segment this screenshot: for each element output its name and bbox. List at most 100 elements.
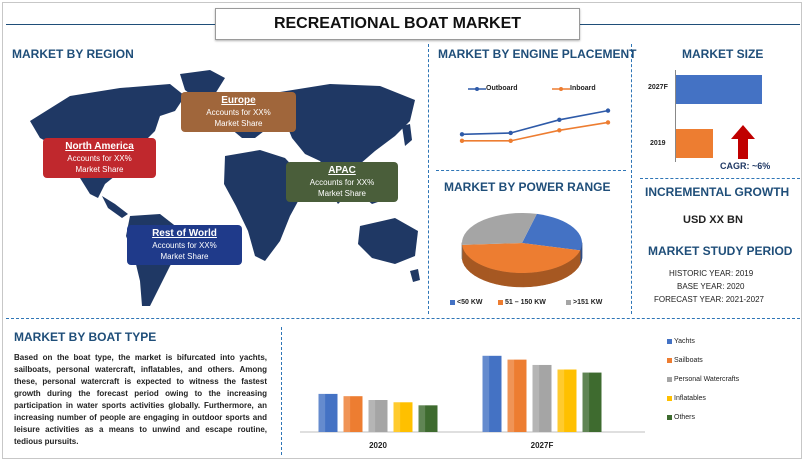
pie-slice-side bbox=[478, 263, 485, 281]
legend-swatch bbox=[667, 396, 672, 401]
legend-label: Personal Watercrafts bbox=[674, 376, 740, 383]
growth-value: USD XX BN bbox=[683, 214, 743, 226]
region-name: Europe bbox=[221, 95, 256, 106]
pie-slice-side bbox=[483, 265, 491, 283]
boat-bar-highlight bbox=[418, 405, 426, 432]
boat-legend-item: Personal Watercrafts bbox=[667, 376, 739, 383]
engine-point bbox=[557, 128, 562, 133]
legend-label: >151 KW bbox=[573, 299, 603, 306]
region-name: Rest of World bbox=[152, 228, 217, 239]
region-share-label: Market Share bbox=[214, 119, 263, 128]
cagr-up-arrow-icon bbox=[731, 125, 755, 159]
boat-bar bbox=[393, 402, 413, 432]
legend-line-inboard bbox=[552, 86, 570, 91]
boat-category-label: 2027F bbox=[531, 441, 554, 450]
legend-label: Inboard bbox=[570, 85, 596, 92]
legend-swatch bbox=[498, 300, 503, 305]
legend-label: Others bbox=[674, 414, 696, 421]
region-share: Accounts for XX% bbox=[309, 178, 375, 187]
size-label-2019: 2019 bbox=[650, 140, 666, 147]
boat-legend-item: Yachts bbox=[667, 338, 695, 345]
pie-slice bbox=[522, 213, 582, 251]
region-name: APAC bbox=[328, 165, 356, 176]
engine-point bbox=[605, 120, 611, 125]
pie-slice bbox=[462, 243, 581, 274]
legend-swatch bbox=[667, 358, 672, 363]
legend-power-gt151: >151 KW bbox=[566, 299, 602, 306]
boat-bar-highlight bbox=[532, 364, 540, 432]
study-forecast: FORECAST YEAR: 2021-2027 bbox=[654, 295, 764, 304]
pie-slice-side bbox=[509, 272, 517, 288]
legend-line-outboard bbox=[468, 86, 486, 91]
boat-bar bbox=[318, 393, 338, 432]
legend-power-51-150: 51 – 150 KW bbox=[498, 299, 546, 306]
boat-paragraph: Based on the boat type, the market is bi… bbox=[14, 353, 267, 446]
pie-slice-side bbox=[502, 271, 510, 287]
divider-horizontal bbox=[6, 318, 800, 319]
region-share: Accounts for XX% bbox=[67, 154, 132, 163]
region-share-label: Market Share bbox=[75, 165, 124, 174]
region-share: Accounts for XX% bbox=[206, 108, 271, 117]
pie-slice-side bbox=[495, 269, 503, 286]
engine-point bbox=[459, 138, 465, 144]
legend-swatch bbox=[566, 300, 571, 305]
pie-slice bbox=[462, 213, 537, 245]
engine-point bbox=[557, 117, 562, 123]
boat-bar-highlight bbox=[557, 369, 565, 432]
boat-bar bbox=[582, 372, 602, 432]
boat-bar-highlight bbox=[507, 359, 515, 432]
boat-bar bbox=[482, 355, 502, 432]
engine-heading: MARKET BY ENGINE PLACEMENT bbox=[438, 47, 637, 61]
region-box-europe: Europe Accounts for XX% Market Share bbox=[181, 92, 296, 132]
legend-label: 51 – 150 KW bbox=[505, 299, 546, 306]
legend-swatch bbox=[667, 377, 672, 382]
legend-label: Yachts bbox=[674, 338, 695, 345]
divider-engine-power bbox=[436, 170, 626, 171]
boat-bar bbox=[418, 405, 438, 432]
divider-boat bbox=[281, 327, 282, 455]
boat-bar bbox=[507, 359, 527, 432]
pie-slice-side bbox=[489, 268, 497, 285]
boat-bar-highlight bbox=[582, 372, 590, 432]
pie-slice-side bbox=[566, 259, 572, 278]
size-label-2027: 2027F bbox=[648, 84, 668, 91]
region-share: Accounts for XX% bbox=[152, 241, 217, 250]
study-historic: HISTORIC YEAR: 2019 bbox=[669, 269, 754, 278]
engine-point bbox=[508, 130, 513, 136]
power-pie-chart bbox=[461, 213, 583, 288]
pie-slice-side bbox=[474, 260, 480, 279]
size-heading: MARKET SIZE bbox=[682, 47, 764, 61]
legend-inboard: Inboard bbox=[552, 85, 596, 92]
size-axis bbox=[675, 70, 676, 162]
pie-slice-side bbox=[537, 270, 545, 287]
legend-swatch bbox=[667, 415, 672, 420]
engine-line-chart bbox=[459, 108, 611, 144]
boat-legend-item: Sailboats bbox=[667, 357, 703, 364]
page-frame bbox=[2, 2, 802, 459]
divider-size-growth bbox=[640, 178, 800, 179]
pie-slice-side bbox=[470, 257, 475, 276]
pie-slice-side bbox=[516, 272, 524, 288]
legend-swatch bbox=[450, 300, 455, 305]
pie-slice-side bbox=[530, 271, 538, 287]
study-base: BASE YEAR: 2020 bbox=[677, 282, 745, 291]
region-box-north-america: North America Accounts for XX% Market Sh… bbox=[43, 138, 156, 178]
pie-slice-side bbox=[556, 264, 563, 282]
size-bar-2027 bbox=[676, 75, 762, 104]
legend-label: <50 KW bbox=[457, 299, 483, 306]
size-bar-2019 bbox=[676, 129, 713, 158]
engine-point bbox=[459, 132, 465, 137]
boat-bar-highlight bbox=[318, 393, 326, 432]
region-share-label: Market Share bbox=[160, 252, 209, 261]
pie-slice-side bbox=[543, 269, 551, 286]
study-heading: MARKET STUDY PERIOD bbox=[648, 244, 793, 258]
boat-bar-highlight bbox=[368, 400, 376, 432]
legend-power-lt50: <50 KW bbox=[450, 299, 482, 306]
engine-series-line bbox=[461, 109, 609, 136]
boat-bar-highlight bbox=[393, 402, 401, 432]
legend-swatch bbox=[667, 339, 672, 344]
engine-point bbox=[605, 108, 611, 113]
boat-category-label: 2020 bbox=[369, 441, 387, 450]
cagr-value: CAGR: ~6% bbox=[720, 161, 771, 171]
boat-heading: MARKET BY BOAT TYPE bbox=[14, 330, 157, 344]
